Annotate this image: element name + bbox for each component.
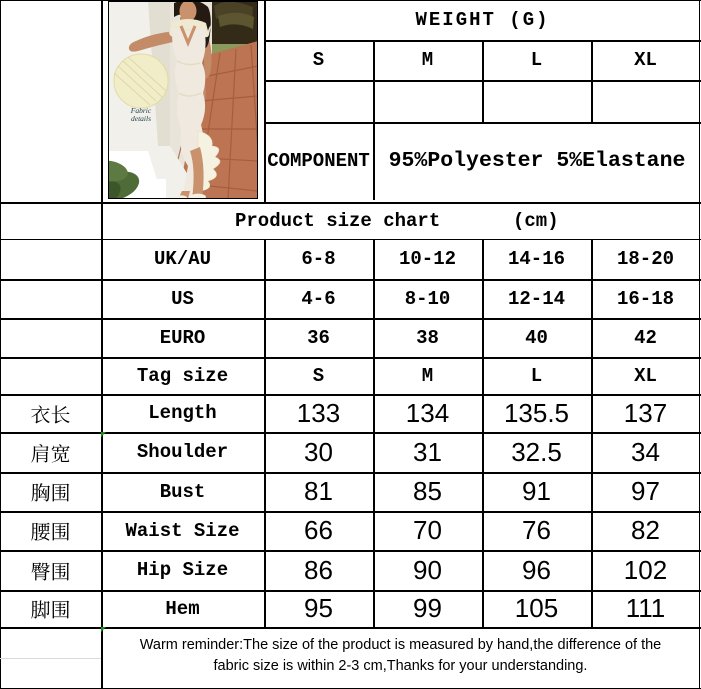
svg-text:details: details (131, 114, 151, 123)
